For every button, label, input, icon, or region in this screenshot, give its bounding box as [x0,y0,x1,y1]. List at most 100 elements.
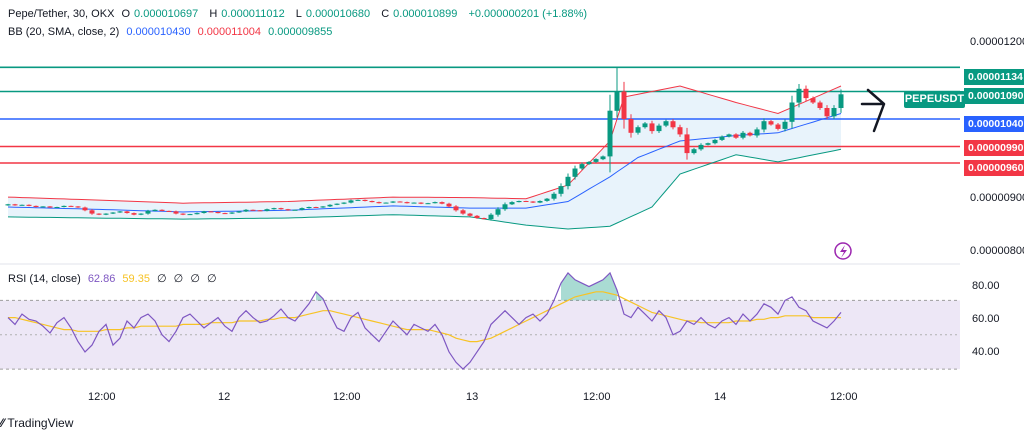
candle-body [775,124,781,129]
candle-body [691,149,697,154]
candle-body [166,210,172,212]
bb-upper-value: 0.000011004 [197,26,262,38]
ohlc-high: H 0.000011012 [209,8,285,20]
price-tag-level-4: 0.00000990 [964,140,1024,156]
candle-body [537,201,543,203]
chart-legend-ohlc: Pepe/Tether, 30, OKX O 0.000010697 H 0.000… [8,8,591,20]
bb-legend[interactable]: BB (20, SMA, close, 2) 0.000010430 0.000… [8,26,336,38]
candle-body [656,125,662,132]
candle-body [110,212,116,214]
annotation-arrow [860,88,886,133]
rsi-overbought-fill [582,283,589,301]
candle-body [565,176,571,187]
candle-body [523,201,529,202]
candle-body [285,209,291,211]
candle-body [614,91,620,111]
candle-body [684,134,690,154]
candle-body [670,121,676,128]
time-label-4: 13 [466,391,479,403]
price-tag-level-5: 0.00000960 [964,160,1024,176]
candle-body [516,201,522,203]
candle-body [586,161,592,165]
candle-body [54,207,60,208]
candle-body [453,206,459,211]
candle-body [425,203,431,205]
candle-body [243,209,249,212]
candle-body [789,102,795,122]
candle-body [278,208,284,210]
candle-body [782,121,788,129]
candle-body [488,214,494,220]
candle-body [145,210,151,214]
rsi-value: 62.86 [87,273,116,285]
candle-body [362,199,368,201]
candle-body [327,204,333,207]
price-tag-level-1: 0.00001134 [964,69,1024,85]
candle-body [334,203,340,205]
candle-body [75,206,81,208]
candle-body [12,204,18,206]
candle-body [579,164,585,169]
rsi-overbought-fill [561,272,568,301]
candle-body [33,205,39,207]
candle-body [474,215,480,218]
candle-body [761,121,767,130]
bb-lower-value: 0.000009855 [268,26,333,38]
candle-body [124,211,130,213]
candle-body [733,134,739,138]
rsi-empty-value-1: ∅ [157,273,167,285]
bb-upper-line [7,85,842,204]
candle-body [348,200,354,203]
candle-body [306,207,312,209]
candle-body [369,201,375,203]
candle-body [621,91,627,119]
candle-body [628,119,634,133]
candle-body [635,127,641,133]
price-axis-label-mid: 0.00000900 [970,192,1024,204]
candle-body [747,132,753,136]
candle-body [600,156,606,160]
candle-body [810,98,816,103]
candle-body [208,211,214,213]
candle-body [530,201,536,203]
candle-body [264,209,270,211]
candle-body [719,136,725,140]
time-label-2: 12 [218,391,231,403]
candle-body [26,204,32,206]
candle-body [355,199,361,201]
candle-body [131,213,137,215]
candle-body [544,198,550,201]
candle-body [642,123,648,128]
candle-body [677,127,683,135]
rsi-empty-value-2: ∅ [173,273,184,285]
tradingview-logo[interactable]: ⁄⁄ TradingView [0,416,73,430]
time-label-7: 12:00 [830,391,858,403]
candle-body [390,201,396,203]
candle-body [698,144,704,150]
bb-basis-value: 0.000010430 [126,26,191,38]
candle-body [838,94,844,108]
candle-body [299,208,305,210]
candle-body [397,201,403,203]
rsi-legend[interactable]: RSI (14, close) 62.86 59.35 ∅ ∅ ∅ ∅ [8,272,221,285]
candle-body [831,108,837,117]
candle-body [68,205,74,207]
candle-body [411,202,417,204]
candle-body [194,213,200,215]
candle-body [96,213,102,215]
candle-body [320,206,326,208]
candle-body [376,202,382,204]
candle-body [705,143,711,145]
lightning-icon[interactable] [834,242,852,260]
rsi-overbought-fill [568,272,575,301]
candle-body [572,168,578,177]
tradingview-logo-icon: ⁄⁄ [0,416,8,430]
rsi-overbought-fill [596,279,603,301]
candle-body [418,202,424,204]
rsi-axis-label-80: 80.00 [972,280,1000,292]
candle-body [173,211,179,214]
candle-body [229,212,235,214]
candle-body [180,213,186,215]
